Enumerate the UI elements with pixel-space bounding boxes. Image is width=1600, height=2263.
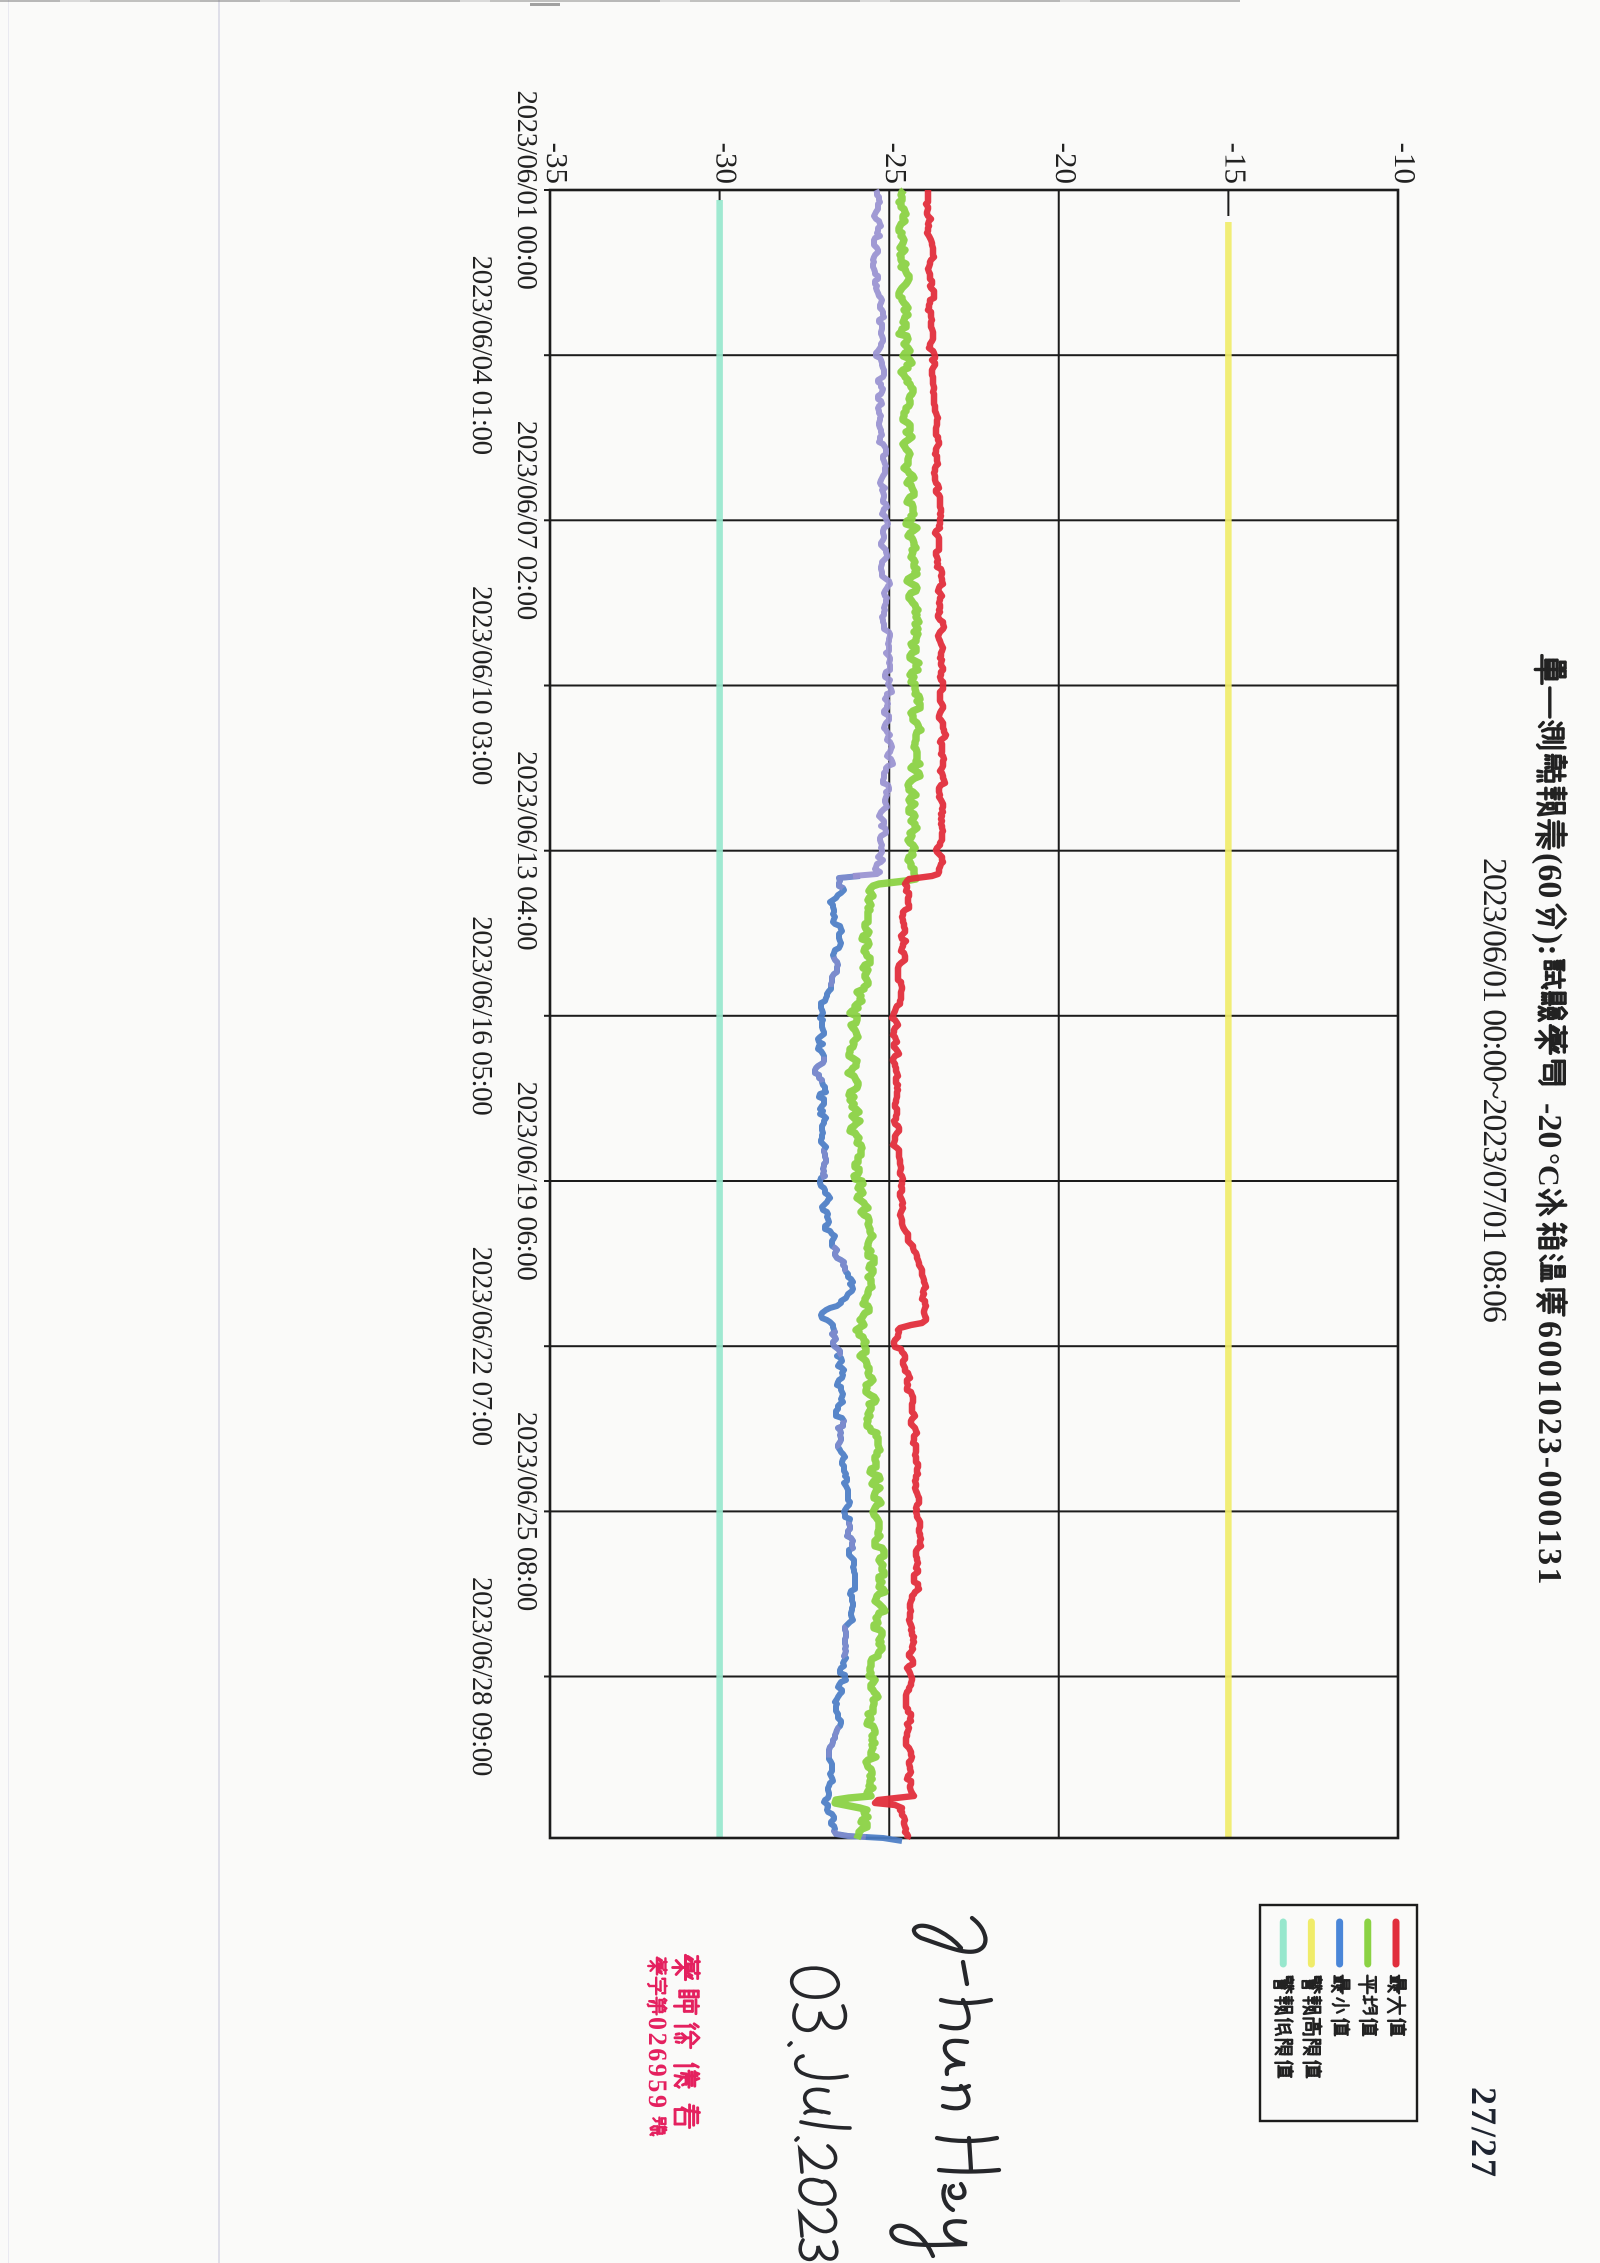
- svg-text:):: ):: [1531, 933, 1568, 956]
- svg-text:-20: -20: [1531, 1103, 1568, 1148]
- svg-text:2023/06/04 01:00: 2023/06/04 01:00: [466, 256, 498, 455]
- svg-text:27/27: 27/27: [1464, 2087, 1504, 2179]
- svg-text:-20: -20: [1049, 143, 1084, 184]
- svg-text:026959: 026959: [643, 2017, 672, 2111]
- svg-text:2023/06/01 00:00~2023/07/01 08: 2023/06/01 00:00~2023/07/01 08:06: [1476, 858, 1513, 1322]
- svg-text:-30: -30: [710, 143, 745, 184]
- svg-text:2023/06/19 06:00: 2023/06/19 06:00: [511, 1081, 543, 1280]
- svg-text:(60: (60: [1531, 853, 1568, 898]
- svg-text:2023/06/13 04:00: 2023/06/13 04:00: [511, 751, 543, 950]
- svg-text:-35: -35: [540, 143, 575, 184]
- svg-text:2023/06/28 09:00: 2023/06/28 09:00: [466, 1577, 498, 1776]
- svg-text:°C: °C: [1532, 1153, 1565, 1187]
- svg-text:2023/06/25 08:00: 2023/06/25 08:00: [511, 1412, 543, 1611]
- svg-text:2023/06/16 05:00: 2023/06/16 05:00: [466, 916, 498, 1115]
- svg-text:2023/06/07 02:00: 2023/06/07 02:00: [511, 421, 543, 620]
- svg-text:2023/06/10 03:00: 2023/06/10 03:00: [466, 586, 498, 785]
- svg-text:-10: -10: [1388, 143, 1423, 184]
- svg-text:2023/06/22 07:00: 2023/06/22 07:00: [466, 1247, 498, 1446]
- svg-text:2023/06/01 00:00: 2023/06/01 00:00: [511, 90, 543, 289]
- svg-text:6001023-000131: 6001023-000131: [1531, 1321, 1568, 1587]
- svg-text:-25: -25: [879, 143, 914, 184]
- svg-text:-15: -15: [1218, 143, 1253, 184]
